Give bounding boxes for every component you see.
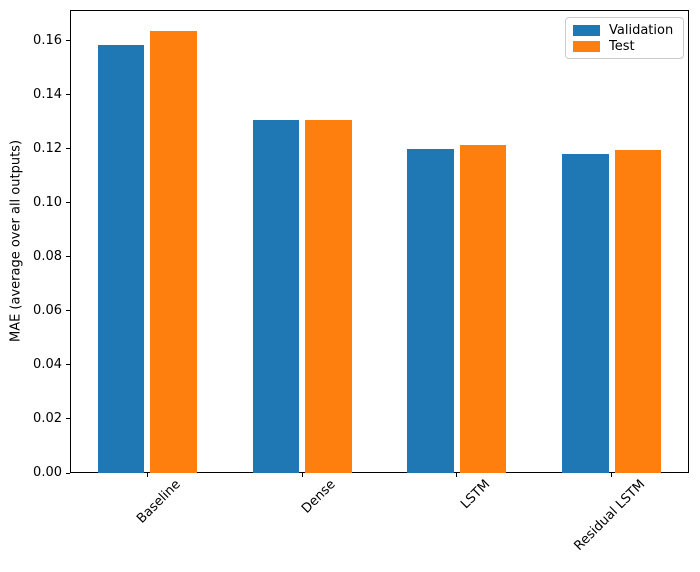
y-tick-label: 0.16 bbox=[33, 32, 62, 48]
bar-test-baseline bbox=[150, 30, 197, 473]
x-tick-mark bbox=[456, 473, 458, 477]
x-tick-label-text: LSTM bbox=[458, 477, 494, 513]
y-tick-label: 0.08 bbox=[33, 248, 62, 264]
bar-test-dense bbox=[305, 120, 352, 473]
legend-item-validation: Validation bbox=[573, 23, 676, 38]
y-tick-mark bbox=[66, 364, 70, 366]
legend-swatch-validation bbox=[573, 24, 600, 36]
y-tick-mark bbox=[66, 256, 70, 258]
bar-validation-dense bbox=[252, 120, 300, 473]
legend: Validation Test bbox=[565, 17, 684, 59]
y-tick-label: 0.14 bbox=[33, 86, 62, 102]
bar-test-lstm bbox=[459, 145, 507, 473]
y-tick-mark bbox=[66, 148, 70, 150]
y-tick-mark bbox=[66, 202, 70, 204]
bar-validation-residual-lstm bbox=[562, 153, 609, 473]
x-tick-mark bbox=[146, 473, 148, 477]
y-tick-label: 0.02 bbox=[33, 410, 62, 426]
y-tick-mark bbox=[66, 472, 70, 474]
bar-test-residual-lstm bbox=[614, 150, 662, 473]
bar-validation-baseline bbox=[97, 44, 145, 473]
legend-label-validation: Validation bbox=[609, 22, 674, 38]
legend-label-test: Test bbox=[609, 38, 635, 54]
y-tick-mark bbox=[66, 94, 70, 96]
x-tick-mark bbox=[611, 473, 613, 477]
y-tick-mark bbox=[66, 310, 70, 312]
x-tick-label-text: Residual LSTM bbox=[571, 477, 649, 554]
x-tick-mark bbox=[301, 473, 303, 477]
legend-item-test: Test bbox=[573, 39, 676, 54]
legend-swatch-test bbox=[573, 40, 600, 52]
y-tick-mark bbox=[66, 40, 70, 42]
y-tick-label: 0.06 bbox=[33, 302, 62, 318]
x-tick-label-text: Baseline bbox=[134, 477, 184, 527]
bar-validation-lstm bbox=[407, 149, 454, 473]
y-tick-label: 0.00 bbox=[33, 465, 62, 480]
x-tick-label-text: Dense bbox=[299, 477, 339, 517]
y-tick-mark bbox=[66, 418, 70, 420]
y-tick-label: 0.04 bbox=[33, 356, 62, 372]
y-tick-label: 0.10 bbox=[33, 194, 62, 210]
y-tick-label: 0.12 bbox=[33, 140, 62, 156]
